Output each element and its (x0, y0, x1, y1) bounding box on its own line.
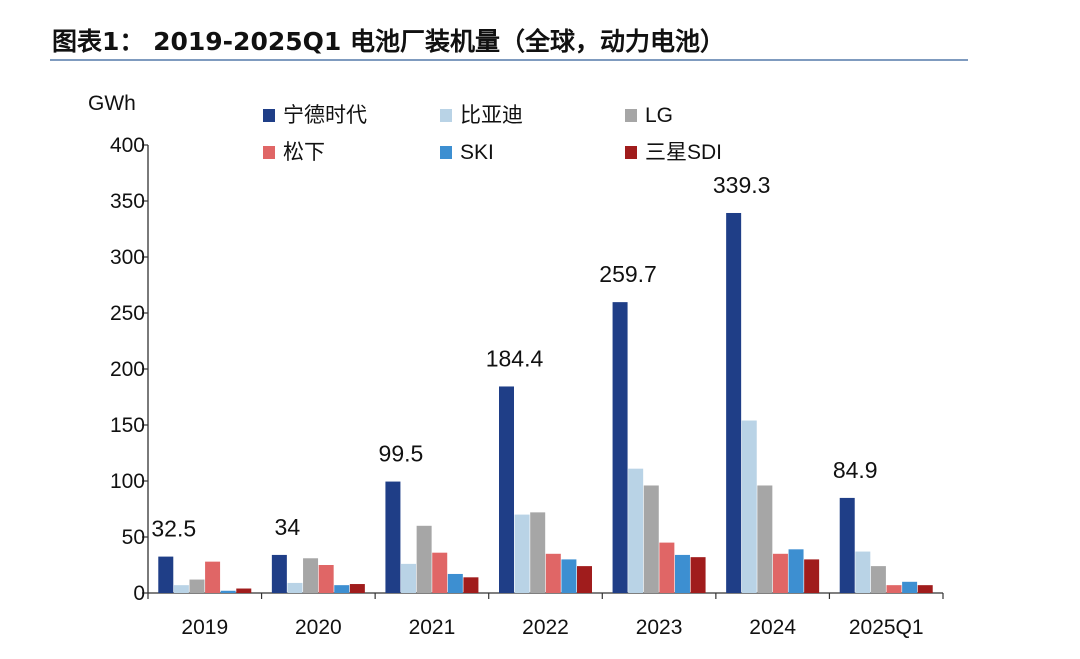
bars (158, 212, 933, 593)
data-label: 339.3 (713, 172, 771, 198)
legend-swatch (263, 109, 275, 122)
bar (674, 554, 690, 593)
x-tick-label: 2021 (409, 616, 456, 639)
bar (447, 573, 463, 593)
bar (303, 558, 319, 593)
x-tick-label: 2024 (749, 616, 796, 639)
bar (220, 590, 236, 593)
bar (432, 552, 448, 593)
bar (643, 485, 659, 593)
bar (401, 563, 417, 593)
y-tick-label: 100 (110, 470, 145, 493)
title-divider (50, 59, 968, 61)
data-label: 184.4 (486, 345, 544, 371)
bar (545, 553, 561, 593)
bar (349, 584, 365, 593)
y-axis-unit: GWh (88, 92, 136, 115)
data-label: 259.7 (599, 261, 657, 287)
legend-label: LG (645, 104, 673, 127)
bar (530, 512, 546, 593)
legend-label: 比亚迪 (460, 104, 523, 127)
bar (205, 561, 221, 593)
bar (561, 559, 577, 593)
bar (463, 577, 479, 593)
bar (514, 514, 530, 593)
bar (870, 566, 886, 593)
legend: 宁德时代 比亚迪 LG 松下 SKI 三星SDI (263, 104, 722, 164)
y-tick-label: 200 (110, 358, 145, 381)
bar (659, 542, 675, 593)
bar (499, 386, 514, 593)
bar (416, 525, 432, 593)
data-label: 34 (275, 514, 301, 540)
legend-swatch (625, 109, 637, 122)
data-labels: 32.5 34 99.5 184.4 259.7 339.3 84.9 (151, 172, 877, 542)
bar (271, 554, 287, 593)
data-label: 32.5 (151, 516, 196, 542)
bar (577, 566, 592, 593)
x-tick-label: 2022 (522, 616, 569, 639)
bar (158, 556, 174, 593)
bar (173, 585, 189, 593)
bar (334, 585, 350, 593)
bar (628, 468, 644, 593)
bar (917, 585, 933, 593)
bar (886, 585, 902, 593)
bar (772, 553, 788, 593)
x-tick-label: 2023 (636, 616, 683, 639)
y-tick-label: 350 (110, 190, 145, 213)
chart-title: 图表1： 2019-2025Q1 电池厂装机量（全球，动力电池） (52, 27, 725, 56)
bar (726, 212, 742, 593)
legend-label: 宁德时代 (283, 104, 367, 127)
legend-label: 松下 (283, 141, 325, 164)
bar (741, 420, 757, 593)
bar (189, 579, 205, 593)
x-tick-label: 2025Q1 (849, 616, 924, 639)
data-label: 99.5 (379, 441, 424, 467)
legend-swatch (625, 146, 637, 159)
bar (788, 549, 804, 593)
x-tick-label: 2020 (295, 616, 342, 639)
legend-swatch (263, 146, 275, 159)
y-tick-label: 250 (110, 302, 145, 325)
y-tick-label: 300 (110, 246, 145, 269)
bar (757, 485, 773, 593)
bar (804, 559, 820, 593)
y-tick-label: 0 (133, 582, 145, 605)
bar (690, 557, 706, 593)
bar (839, 497, 855, 593)
legend-label: 三星SDI (645, 141, 722, 164)
y-tick-label: 400 (110, 134, 145, 157)
legend-swatch (440, 109, 452, 122)
y-tick-label: 50 (122, 526, 145, 549)
bar (385, 481, 401, 593)
y-tick-label: 150 (110, 414, 145, 437)
bar (612, 302, 628, 593)
data-label: 84.9 (833, 457, 878, 483)
bar (236, 588, 252, 593)
x-tick-label: 2019 (181, 616, 228, 639)
bar (318, 565, 334, 593)
bar (902, 581, 918, 593)
legend-swatch (440, 146, 452, 159)
bar (287, 582, 303, 593)
legend-label: SKI (460, 141, 494, 164)
bar (855, 551, 871, 593)
